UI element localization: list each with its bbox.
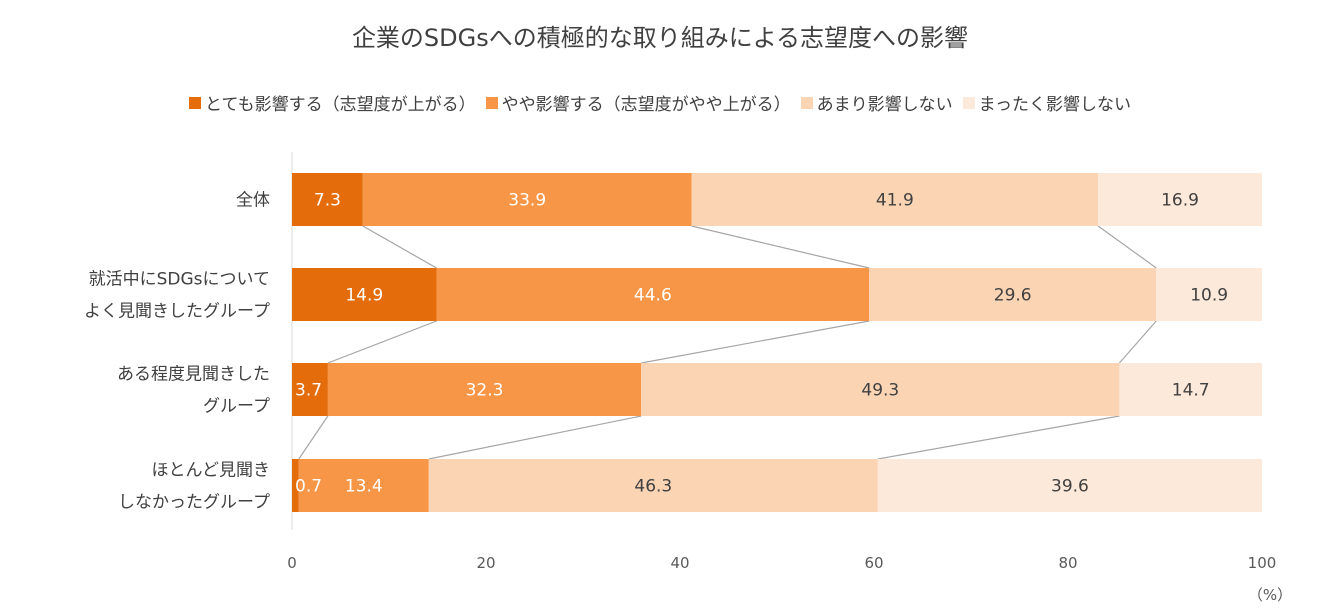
data-label: 32.3 — [466, 381, 504, 401]
series-line — [877, 415, 1120, 460]
series-line — [1118, 320, 1157, 364]
category-label: ある程度見聞きした — [117, 365, 270, 385]
legend-label: やや影響する（志望度がやや上がる） — [501, 95, 791, 115]
series-line — [327, 320, 437, 364]
data-label: 16.9 — [1161, 191, 1199, 211]
category-label: 全体 — [236, 191, 270, 211]
x-unit-label: （%） — [1248, 586, 1292, 604]
bar-segment — [298, 459, 429, 512]
series-line — [298, 415, 329, 460]
x-tick-label: 40 — [670, 554, 689, 572]
bar-segment — [1156, 268, 1262, 321]
data-label: 13.4 — [345, 477, 383, 497]
bar-segment — [691, 173, 1099, 226]
legend-label: とても影響する（志望度が上がる） — [205, 95, 476, 115]
category-label: しなかったグループ — [118, 493, 270, 513]
data-label: 0.7 — [295, 477, 322, 497]
legend-swatch — [189, 96, 202, 109]
bar-segment — [292, 459, 299, 512]
category-label: よく見聞きしたグループ — [84, 302, 270, 322]
legend-swatch — [962, 96, 975, 109]
series-line — [691, 225, 870, 269]
data-label: 10.9 — [1190, 286, 1228, 306]
legend-item-not-influential: まったく影響しない — [962, 90, 1131, 115]
bar-segment — [292, 173, 363, 226]
bar-segment — [436, 268, 870, 321]
data-label: 14.9 — [345, 286, 383, 306]
data-label: 46.3 — [634, 477, 672, 497]
bar-segment — [641, 363, 1120, 416]
series-line — [1097, 225, 1157, 269]
bar-segment — [1098, 173, 1262, 226]
data-label: 33.9 — [508, 191, 546, 211]
data-label: 49.3 — [861, 381, 899, 401]
bar-segment — [327, 363, 642, 416]
legend-label: まったく影響しない — [978, 95, 1131, 115]
bar-segment — [292, 363, 328, 416]
data-label: 39.6 — [1051, 477, 1089, 497]
bar-segment — [869, 268, 1157, 321]
legend-label: あまり影響しない — [816, 95, 953, 115]
legend-item-somewhat-influential: やや影響する（志望度がやや上がる） — [485, 90, 791, 115]
series-line — [362, 225, 437, 269]
legend: とても影響する（志望度が上がる） やや影響する（志望度がやや上がる） あまり影響… — [0, 90, 1320, 115]
bar-segment — [1119, 363, 1262, 416]
x-tick-label: 60 — [864, 554, 883, 572]
x-tick-label: 100 — [1248, 554, 1277, 572]
bar-segment — [877, 459, 1262, 512]
data-label: 41.9 — [876, 191, 914, 211]
series-line — [428, 415, 642, 460]
category-label: 就活中にSDGsについて — [89, 270, 270, 290]
x-tick-label: 80 — [1058, 554, 1077, 572]
data-label: 3.7 — [295, 381, 322, 401]
data-label: 14.7 — [1172, 381, 1210, 401]
data-label: 7.3 — [314, 191, 341, 211]
series-line — [641, 320, 870, 364]
data-label: 29.6 — [994, 286, 1032, 306]
x-tick-label: 20 — [476, 554, 495, 572]
legend-swatch — [800, 96, 813, 109]
data-label: 44.6 — [634, 286, 672, 306]
legend-swatch — [485, 96, 498, 109]
bar-segment — [292, 268, 437, 321]
category-label: ほとんど見聞き — [152, 461, 271, 481]
legend-item-very-influential: とても影響する（志望度が上がる） — [189, 90, 476, 115]
bar-segment — [362, 173, 692, 226]
category-label: グループ — [203, 397, 270, 417]
chart-title: 企業のSDGsへの積極的な取り組みによる志望度への影響 — [351, 24, 969, 52]
bar-segment — [428, 459, 878, 512]
x-tick-label: 0 — [287, 554, 297, 572]
legend-item-not-very-influential: あまり影響しない — [800, 90, 953, 115]
